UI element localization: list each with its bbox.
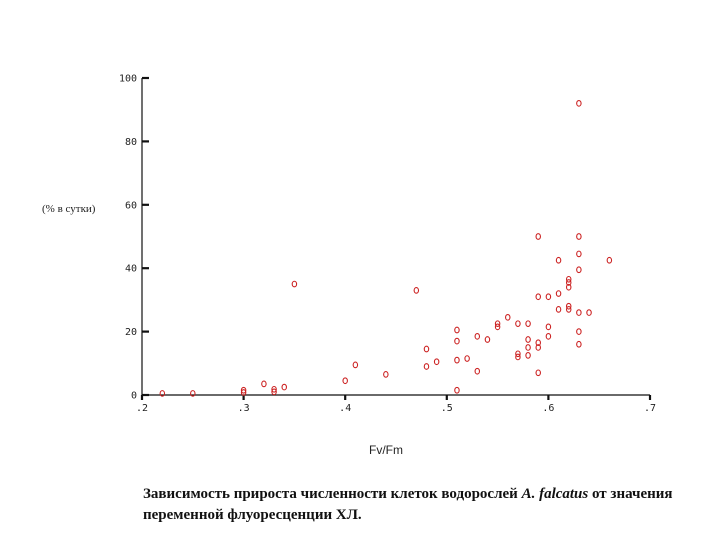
caption-species: A. falcatus [521,486,589,502]
x-tick-label: .6 [542,403,554,414]
data-point [576,250,582,258]
data-point [494,320,501,328]
y-tick-label: 40 [125,264,137,275]
data-point [423,345,430,353]
data-point [565,279,572,286]
data-point [586,309,592,316]
x-tick-label: .4 [339,403,351,414]
data-point [190,390,196,397]
data-point [433,358,440,366]
data-point [505,313,511,321]
y-tick-label: 0 [131,391,137,402]
data-point [576,233,582,240]
y-tick-label: 20 [125,327,137,338]
data-point [515,320,521,328]
data-point [464,355,470,362]
data-point [454,326,460,334]
data-point [545,293,552,301]
x-axis-label: Fv/Fm [369,443,403,457]
data-point [423,363,430,370]
data-point [555,290,562,297]
data-point [342,377,348,385]
data-point [555,306,562,313]
x-tick-label: .2 [136,403,148,414]
data-point [525,336,531,343]
x-tick-label: .7 [644,403,656,414]
data-point [454,337,460,345]
data-point [281,383,287,391]
data-point [291,280,298,288]
caption-text-end: от значения переменной флуоресценции ХЛ. [143,486,673,523]
y-tick-label: 80 [125,137,137,148]
data-point [484,336,491,343]
data-point [545,333,552,340]
data-point [271,388,277,396]
data-point [454,356,460,364]
data-point [535,339,541,347]
x-tick-label: .5 [441,403,453,414]
data-point [576,340,582,348]
data-point [535,293,541,301]
caption-text-start: Зависимость прироста численности клеток … [143,486,522,502]
data-point [555,256,562,264]
data-point [352,361,359,369]
data-point [576,266,582,274]
data-point [515,350,521,358]
data-point [576,309,582,316]
y-axis-label: (% в сутки) [42,203,96,215]
data-point [576,328,582,335]
axes: 0 20 40 60 80 100 .2 .3 .4 .5 .6 .7 [119,74,656,415]
data-point [525,344,531,351]
data-point [525,320,531,328]
y-tick-label: 60 [125,200,137,211]
x-tick-label: .3 [238,403,250,414]
data-point [383,371,389,378]
data-point [565,275,572,283]
data-point [474,367,481,375]
y-tick-label: 100 [119,74,137,85]
figure-caption: Зависимость прироста численности клеток … [143,484,683,526]
data-point [535,344,541,351]
data-point [454,386,460,394]
data-point [565,306,572,313]
data-point [494,323,501,331]
data-point [576,100,582,107]
data-point [261,380,267,388]
data-point [474,333,481,340]
data-point [240,386,247,394]
data-point [159,390,166,397]
data-points [159,100,613,397]
data-point [525,352,531,359]
data-point [271,385,277,393]
data-point [535,369,541,377]
data-point [535,233,541,240]
data-point [515,353,521,361]
data-point [606,256,613,264]
data-point [565,302,572,310]
data-point [565,283,572,291]
data-point [545,323,552,331]
data-point [413,287,420,294]
